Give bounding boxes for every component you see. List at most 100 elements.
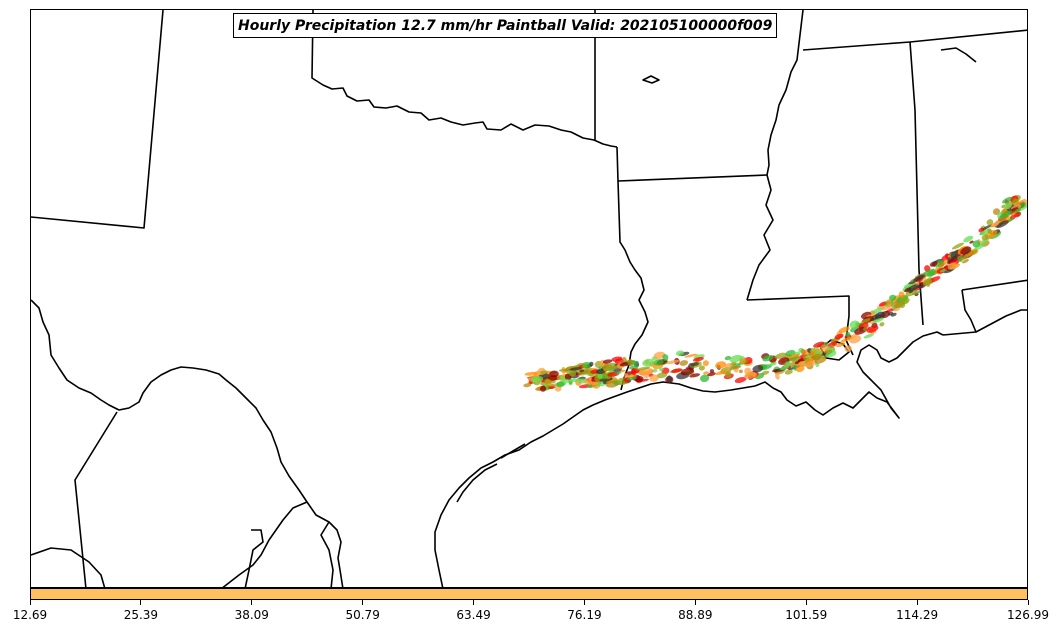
paintball-blob xyxy=(981,234,989,241)
barrier-island-2-line xyxy=(500,443,526,459)
paintball-blob xyxy=(871,307,885,314)
paintball-precipitation-layer xyxy=(523,194,1027,392)
paintball-blob xyxy=(744,371,757,380)
paintball-blob xyxy=(1023,198,1027,206)
paintball-blob xyxy=(795,365,805,373)
paintball-blob xyxy=(908,290,913,294)
ok-tx-border-line xyxy=(311,10,618,148)
paintball-blob xyxy=(836,342,846,348)
paintball-blob xyxy=(929,261,938,267)
paintball-blob xyxy=(986,219,994,226)
paintball-blob xyxy=(569,370,577,377)
paintball-blob xyxy=(784,361,791,367)
paintball-blob xyxy=(774,352,787,359)
paintball-blob xyxy=(849,335,862,344)
paintball-blob xyxy=(898,291,905,299)
paintball-blob xyxy=(813,341,825,348)
paintball-blob xyxy=(969,240,974,244)
paintball-blob xyxy=(944,253,951,260)
paintball-blob xyxy=(653,359,664,366)
paintball-blob xyxy=(907,284,920,292)
paintball-blob xyxy=(703,371,709,375)
paintball-blob xyxy=(738,369,743,374)
paintball-blob xyxy=(849,320,860,329)
paintball-blob xyxy=(700,374,710,383)
paintball-blob xyxy=(937,261,947,267)
paintball-blob xyxy=(824,349,832,353)
la-coastline xyxy=(754,331,944,419)
paintball-blob xyxy=(666,375,673,383)
lake-2-icon xyxy=(940,47,977,63)
paintball-blob xyxy=(615,371,622,375)
paintball-blob xyxy=(788,353,800,359)
paintball-blob xyxy=(1007,217,1014,222)
paintball-blob xyxy=(762,355,774,362)
tx-la-border-line xyxy=(616,146,649,391)
colorbar-tick-label: 63.49 xyxy=(456,608,491,622)
paintball-blob xyxy=(987,228,993,234)
colorbar-tick xyxy=(1027,600,1029,605)
paintball-blob xyxy=(798,360,805,366)
paintball-blob xyxy=(587,381,598,386)
al-border-top xyxy=(909,29,1027,43)
paintball-blob xyxy=(589,361,594,367)
paintball-blob xyxy=(709,369,715,374)
paintball-blob xyxy=(627,359,634,367)
paintball-blob xyxy=(523,383,532,388)
paintball-blob xyxy=(659,367,664,372)
paintball-blob xyxy=(784,369,793,375)
mx-state-border-1 xyxy=(74,411,118,587)
paintball-blob xyxy=(780,365,790,370)
paintball-blob xyxy=(636,366,651,371)
paintball-blob xyxy=(540,370,549,375)
paintball-blob xyxy=(698,365,705,371)
mississippi-river-line xyxy=(746,10,804,301)
paintball-blob xyxy=(649,374,659,382)
paintball-blob xyxy=(602,359,613,364)
paintball-blob xyxy=(724,363,733,369)
paintball-blob xyxy=(820,344,829,351)
paintball-blob xyxy=(922,278,933,286)
paintball-blob xyxy=(969,250,978,256)
colorbar-tick xyxy=(583,600,585,605)
paintball-blob xyxy=(926,270,937,277)
colorbar-tick xyxy=(140,600,142,605)
paintball-blob xyxy=(707,372,716,377)
colorbar-tick-label: 25.39 xyxy=(123,608,159,622)
paintball-blob xyxy=(990,221,999,228)
paintball-blob xyxy=(803,360,818,367)
colorbar-tick xyxy=(694,600,696,605)
colorbar-tick-label: 50.79 xyxy=(345,608,380,622)
paintball-blob xyxy=(642,358,655,367)
paintball-blob xyxy=(752,364,764,373)
paintball-blob xyxy=(844,345,852,353)
paintball-blob xyxy=(715,361,727,369)
paintball-blob xyxy=(556,381,565,388)
paintball-blob xyxy=(662,354,669,361)
colorbar-tick xyxy=(251,600,253,605)
paintball-blob xyxy=(653,351,666,360)
paintball-blob xyxy=(838,326,850,333)
paintball-blob xyxy=(597,373,603,379)
paintball-blob xyxy=(684,353,698,358)
paintball-blob xyxy=(972,240,981,248)
paintball-blob xyxy=(724,356,732,361)
mx-state-border-4 xyxy=(320,521,334,587)
paintball-blob xyxy=(602,364,613,372)
paintball-blob xyxy=(772,368,779,373)
paintball-blob xyxy=(734,376,747,384)
paintball-blob xyxy=(886,299,892,306)
paintball-blob xyxy=(1003,202,1013,210)
colorbar-tick-label: 38.09 xyxy=(234,608,269,622)
colorbar-tick-label: 88.89 xyxy=(678,608,713,622)
paintball-blob xyxy=(761,370,770,376)
paintball-blob xyxy=(680,368,694,376)
paintball-blob xyxy=(974,243,986,250)
paintball-blob xyxy=(840,336,854,343)
paintball-blob xyxy=(785,350,796,357)
paintball-blob xyxy=(569,367,582,371)
paintball-blob xyxy=(829,344,834,348)
colorbar-tick xyxy=(29,600,31,605)
colorbar-tick-label: 12.69 xyxy=(12,608,48,622)
fl-coastline xyxy=(975,309,1027,333)
